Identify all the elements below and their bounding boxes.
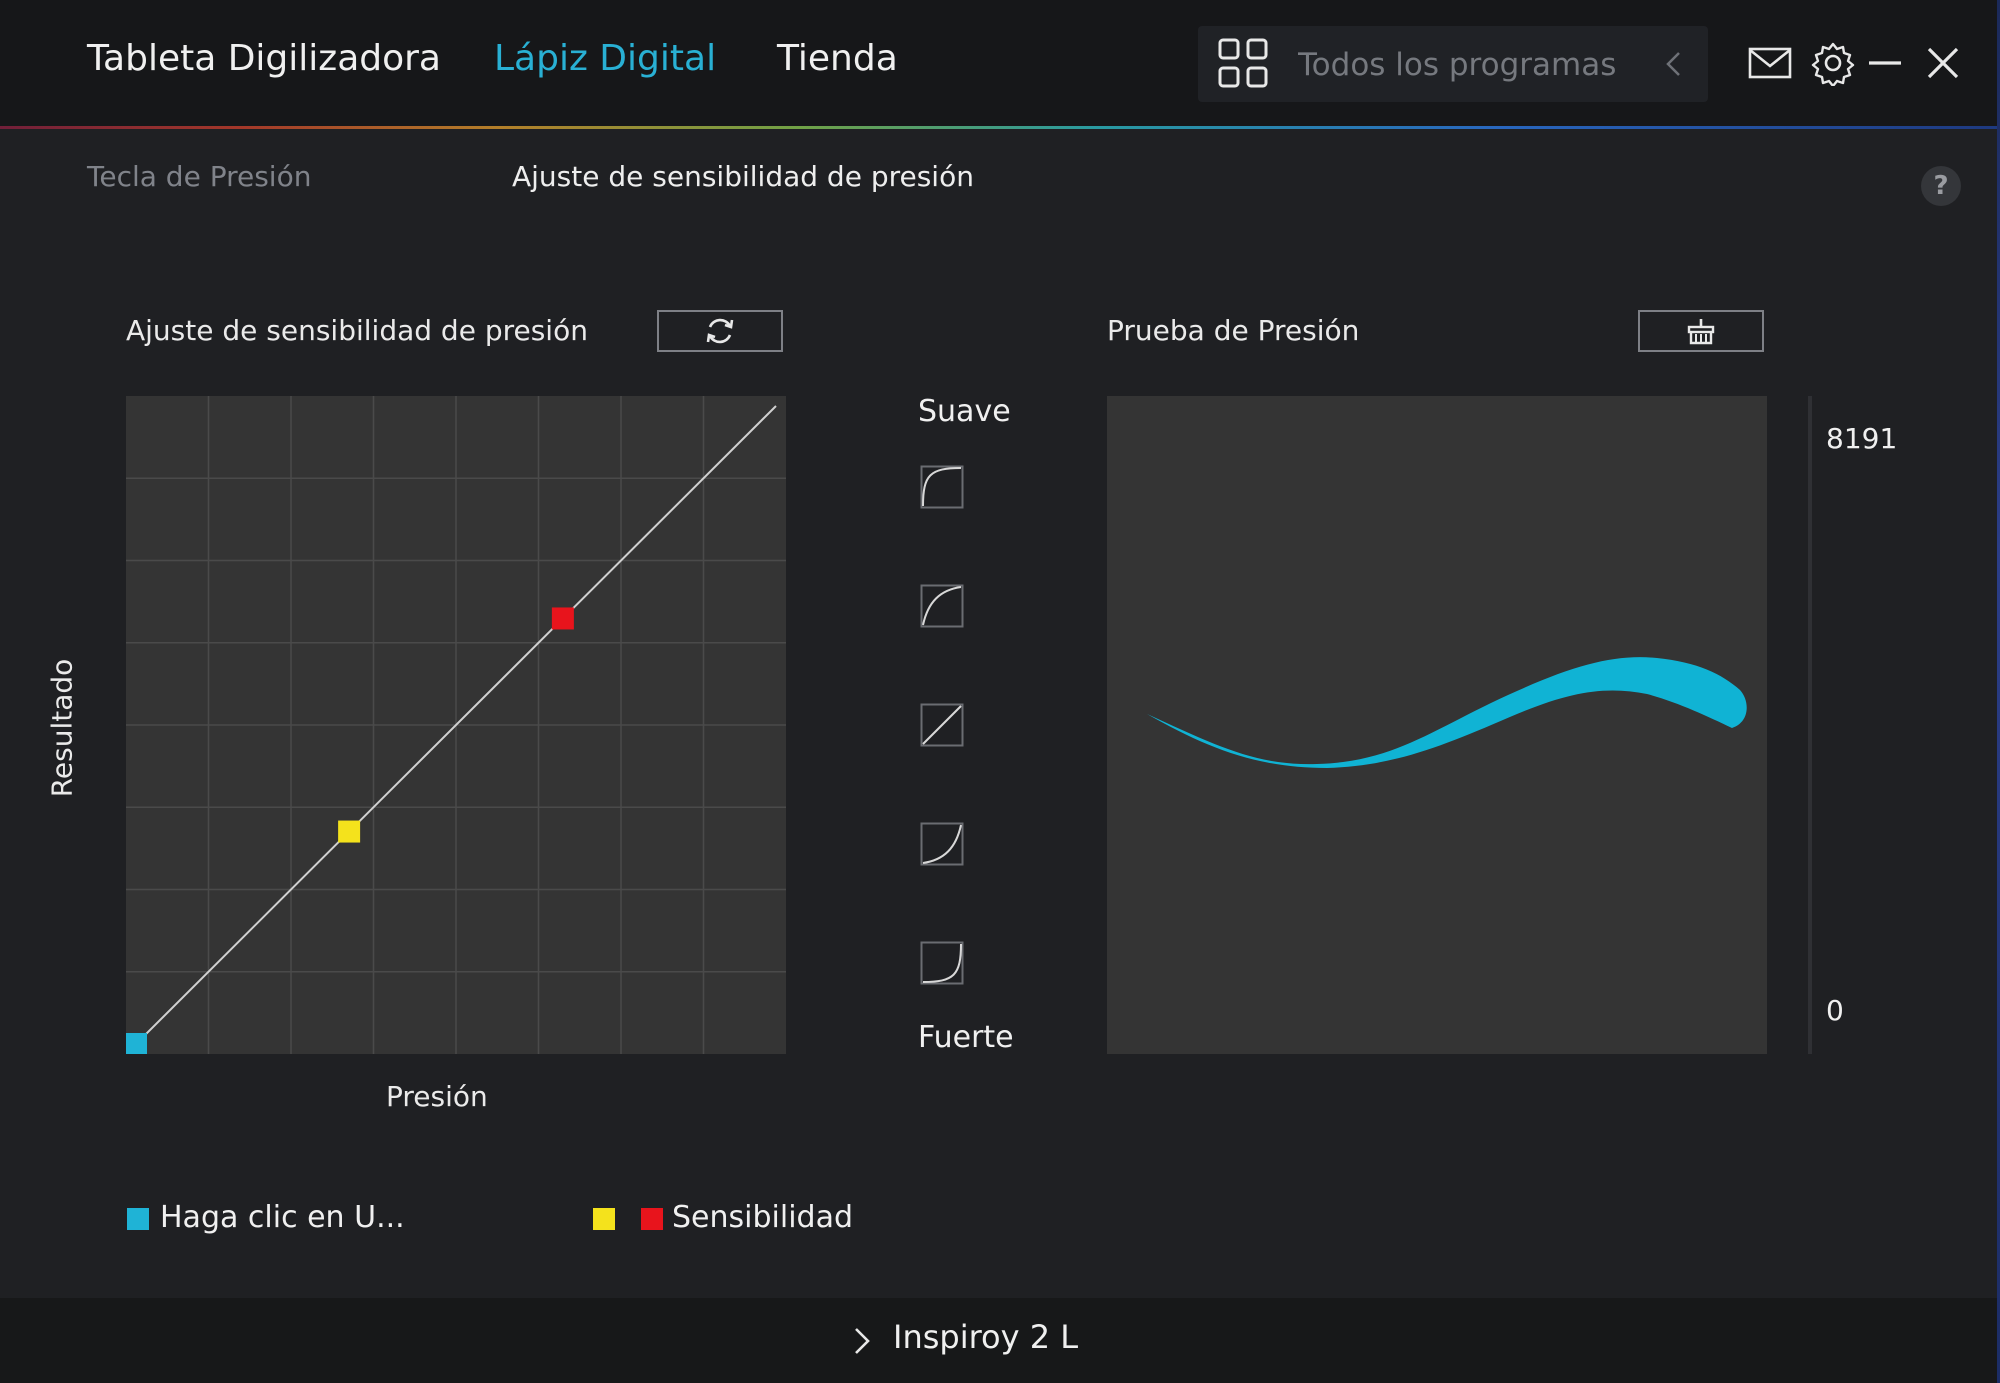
close-icon[interactable]: [1920, 40, 1966, 86]
chevron-left-icon[interactable]: [1660, 48, 1688, 80]
test-stroke: [1147, 657, 1747, 768]
subtab-tecla-de-presion[interactable]: Tecla de Presión: [87, 160, 312, 193]
y-axis-label: Resultado: [45, 658, 79, 798]
sensitivity-curve-line: [135, 405, 777, 1045]
pressure-test-pad[interactable]: [1107, 396, 1767, 1054]
curve-linear-icon[interactable]: [920, 703, 964, 747]
reset-curve-button[interactable]: [657, 310, 783, 352]
sensitivity-title: Ajuste de sensibilidad de presión: [126, 314, 588, 347]
curve-point-low-handle[interactable]: [338, 820, 361, 843]
grid-icon[interactable]: [1218, 38, 1268, 88]
curve-hard-1-icon[interactable]: [920, 822, 964, 866]
chevron-right-icon: [855, 1328, 870, 1354]
mail-icon[interactable]: [1747, 40, 1793, 86]
pressure-test-title: Prueba de Presión: [1107, 314, 1360, 347]
minimize-icon[interactable]: [1862, 40, 1908, 86]
tab-tableta-digilizadora[interactable]: Tableta Digilizadora: [87, 38, 441, 79]
x-axis-label: Presión: [386, 1080, 488, 1113]
clear-test-button[interactable]: [1638, 310, 1764, 352]
preset-hard-label: Fuerte: [918, 1020, 1014, 1055]
header-accent-line: [0, 126, 1997, 129]
legend-click-swatch: [127, 1208, 149, 1230]
program-search-input[interactable]: [1296, 42, 1630, 88]
top-bar: Tableta Digilizadora Lápiz Digital Tiend…: [0, 0, 1997, 126]
curve-hard-2-icon[interactable]: [920, 941, 964, 985]
legend-sensitivity-swatch-yellow: [593, 1208, 615, 1230]
pressure-curve-graph[interactable]: [126, 396, 786, 1054]
refresh-icon: [706, 318, 734, 344]
curve-point-start[interactable]: [126, 1033, 147, 1054]
preset-soft-label: Suave: [918, 394, 1011, 429]
curve-soft-2-icon[interactable]: [920, 465, 964, 509]
broom-icon: [1687, 319, 1715, 345]
tab-lapiz-digital[interactable]: Lápiz Digital: [494, 38, 717, 79]
scale-max-value: 8191: [1826, 422, 1898, 455]
device-name: Inspiroy 2 L: [893, 1318, 1079, 1356]
legend-sensitivity-label: Sensibilidad: [672, 1200, 853, 1235]
device-bar[interactable]: Inspiroy 2 L: [0, 1298, 1997, 1383]
legend-sensitivity-swatch-red: [641, 1208, 663, 1230]
window-edge: [1997, 0, 2000, 1383]
pressure-scale: [1808, 396, 1812, 1054]
tab-tienda[interactable]: Tienda: [777, 38, 898, 79]
gear-icon[interactable]: [1810, 40, 1856, 86]
legend-click-label: Haga clic en U...: [160, 1200, 405, 1235]
help-icon[interactable]: ?: [1921, 166, 1961, 206]
subtab-ajuste-sensibilidad[interactable]: Ajuste de sensibilidad de presión: [512, 160, 974, 193]
curve-point-high-handle[interactable]: [551, 607, 574, 630]
scale-min-value: 0: [1826, 994, 1844, 1027]
program-selector[interactable]: [1198, 26, 1708, 102]
curve-soft-1-icon[interactable]: [920, 584, 964, 628]
